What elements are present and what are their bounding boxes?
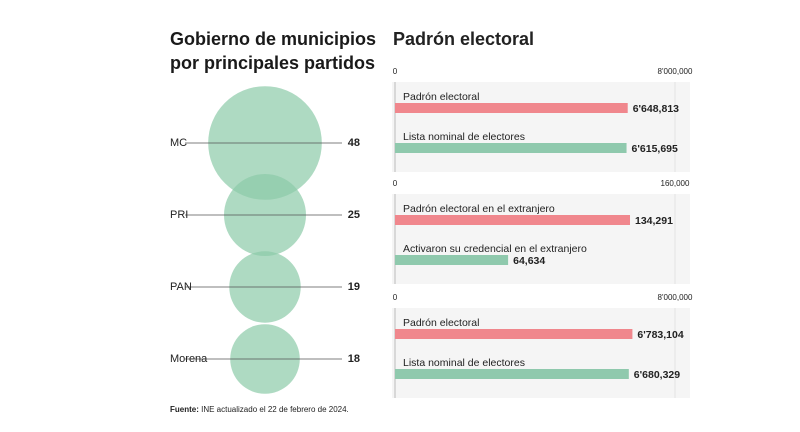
value-label: 6'680,329 <box>634 369 680 381</box>
value-label: 48 <box>348 137 360 149</box>
bar-label: Lista nominal de electores <box>403 131 525 143</box>
bar <box>395 369 629 379</box>
bar <box>395 255 509 265</box>
footer: Fuente: INE actualizado el 22 de febrero… <box>170 405 349 414</box>
x-tick-label: 0 <box>393 67 398 76</box>
bar <box>395 329 633 339</box>
bar <box>395 215 631 225</box>
panel-background <box>392 82 690 172</box>
x-tick-label: 8'000,000 <box>658 67 693 76</box>
category-label: MC <box>170 137 187 149</box>
x-tick-label: 160,000 <box>661 179 690 188</box>
chart-title: Gobierno de municipios por principales p… <box>170 29 377 73</box>
x-tick-label: 0 <box>393 293 398 302</box>
footer-label: Fuente: <box>170 405 199 414</box>
x-tick-label: 8'000,000 <box>658 293 693 302</box>
category-label: PRI <box>170 209 188 221</box>
footer-text: INE actualizado el 22 de febrero de 2024… <box>201 405 349 414</box>
category-label: PAN <box>170 281 192 293</box>
value-label: 64,634 <box>513 255 545 267</box>
value-label: 25 <box>348 209 360 221</box>
value-label: 134,291 <box>635 215 673 227</box>
value-label: 6'615,695 <box>632 143 678 155</box>
bar-label: Padrón electoral <box>403 91 479 103</box>
category-label: Morena <box>170 353 208 365</box>
value-label: 18 <box>348 353 360 365</box>
value-label: 6'648,813 <box>633 103 679 115</box>
x-tick-label: 0 <box>393 179 398 188</box>
bar <box>395 103 628 113</box>
bar-label: Lista nominal de electores <box>403 357 525 369</box>
bar-label: Padrón electoral en el extranjero <box>403 203 555 215</box>
panel-background <box>392 308 690 398</box>
chart-title: Padrón electoral <box>393 29 534 49</box>
bar-label: Activaron su credencial en el extranjero <box>403 243 587 255</box>
bar-label: Padrón electoral <box>403 317 479 329</box>
value-label: 19 <box>348 281 360 293</box>
panel-background <box>392 194 690 284</box>
value-label: 6'783,104 <box>637 329 683 341</box>
bar <box>395 143 627 153</box>
